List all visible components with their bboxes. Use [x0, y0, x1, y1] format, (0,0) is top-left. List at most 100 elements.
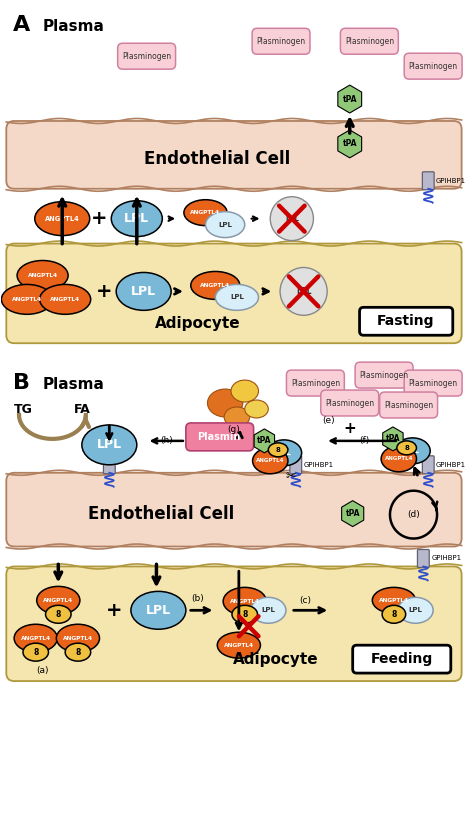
Text: tPA: tPA [257, 437, 272, 446]
Text: LPL: LPL [285, 215, 299, 222]
Text: 8: 8 [242, 610, 247, 619]
Text: LPL: LPL [409, 607, 422, 613]
FancyBboxPatch shape [353, 646, 451, 673]
Text: Fasting: Fasting [377, 315, 435, 328]
Text: ANGPTL4: ANGPTL4 [384, 456, 413, 461]
Text: (b): (b) [191, 593, 204, 603]
Text: LPL: LPL [277, 450, 291, 456]
Polygon shape [254, 429, 274, 453]
Text: (a): (a) [36, 666, 49, 675]
Text: Plasma: Plasma [43, 377, 104, 392]
Ellipse shape [223, 587, 266, 615]
Ellipse shape [82, 425, 137, 465]
Text: A: A [13, 15, 30, 35]
Ellipse shape [40, 285, 91, 315]
FancyBboxPatch shape [404, 53, 462, 79]
Ellipse shape [251, 598, 286, 624]
Text: Endothelial Cell: Endothelial Cell [144, 150, 290, 167]
Ellipse shape [23, 643, 48, 661]
Text: Adipocyte: Adipocyte [155, 316, 240, 331]
Text: Plasminogen: Plasminogen [291, 379, 340, 388]
Text: ANGPTL4: ANGPTL4 [224, 643, 254, 648]
Ellipse shape [65, 643, 91, 661]
Text: 8: 8 [75, 648, 81, 657]
Text: Plasminogen: Plasminogen [359, 371, 409, 380]
Ellipse shape [14, 624, 57, 652]
Text: Plasminogen: Plasminogen [409, 62, 458, 71]
Text: 8: 8 [404, 445, 409, 451]
Text: LPL: LPL [230, 294, 244, 300]
FancyBboxPatch shape [6, 244, 462, 343]
FancyBboxPatch shape [418, 550, 429, 567]
Text: ANGPTL4: ANGPTL4 [230, 599, 260, 604]
Text: ANGPTL4: ANGPTL4 [43, 598, 73, 602]
Ellipse shape [215, 285, 258, 311]
FancyBboxPatch shape [422, 456, 434, 474]
Ellipse shape [184, 200, 227, 226]
FancyBboxPatch shape [380, 392, 438, 418]
Text: ANGPTL4: ANGPTL4 [45, 215, 80, 222]
Polygon shape [383, 427, 403, 451]
Text: tPA: tPA [343, 139, 357, 149]
FancyBboxPatch shape [360, 307, 453, 335]
Ellipse shape [208, 389, 243, 417]
Ellipse shape [266, 440, 301, 466]
Text: LPL: LPL [406, 448, 419, 454]
Text: LPL: LPL [218, 222, 232, 228]
Text: Plasma: Plasma [43, 20, 104, 34]
Text: GPIHBP1: GPIHBP1 [304, 462, 334, 467]
FancyBboxPatch shape [118, 43, 175, 69]
Ellipse shape [206, 211, 245, 237]
Text: ANGPTL4: ANGPTL4 [27, 273, 58, 278]
Text: (g): (g) [228, 425, 240, 434]
Text: ANGPTL4: ANGPTL4 [12, 297, 42, 302]
Ellipse shape [232, 606, 257, 624]
FancyBboxPatch shape [103, 456, 115, 474]
Text: FA: FA [73, 403, 90, 416]
Ellipse shape [191, 272, 240, 299]
Text: +: + [96, 282, 113, 301]
Ellipse shape [231, 380, 258, 402]
Text: (c): (c) [300, 596, 311, 605]
Ellipse shape [381, 446, 417, 472]
FancyBboxPatch shape [286, 370, 344, 396]
Text: ANGPTL4: ANGPTL4 [200, 283, 230, 288]
Text: GPIHBP1: GPIHBP1 [436, 178, 466, 184]
Polygon shape [338, 130, 362, 158]
Ellipse shape [17, 260, 68, 290]
Ellipse shape [217, 633, 260, 659]
Text: LPL: LPL [124, 212, 149, 225]
Ellipse shape [270, 197, 313, 241]
Text: B: B [13, 373, 30, 393]
Text: (f): (f) [359, 437, 370, 446]
Text: ANGPTL4: ANGPTL4 [50, 297, 80, 302]
Text: Plasmin: Plasmin [198, 432, 241, 442]
Text: Plasminogen: Plasminogen [256, 37, 306, 46]
Ellipse shape [280, 267, 327, 315]
Ellipse shape [398, 598, 433, 624]
Text: (h): (h) [160, 437, 173, 446]
Text: 8: 8 [33, 648, 38, 657]
Text: +: + [91, 209, 108, 228]
Ellipse shape [46, 606, 71, 624]
Text: +: + [343, 421, 356, 437]
Ellipse shape [116, 272, 171, 311]
FancyBboxPatch shape [404, 370, 462, 396]
FancyBboxPatch shape [6, 567, 462, 681]
FancyBboxPatch shape [321, 390, 379, 416]
Ellipse shape [397, 441, 417, 454]
FancyBboxPatch shape [6, 121, 462, 189]
Ellipse shape [268, 443, 288, 457]
Text: 8: 8 [276, 447, 281, 453]
Text: ANGPTL4: ANGPTL4 [191, 211, 220, 215]
Ellipse shape [36, 586, 80, 615]
Text: ✂: ✂ [286, 470, 296, 483]
FancyBboxPatch shape [355, 362, 413, 388]
Text: LPL: LPL [296, 287, 311, 296]
Ellipse shape [245, 400, 268, 418]
Text: GPIHBP1: GPIHBP1 [431, 555, 461, 562]
Ellipse shape [1, 285, 53, 315]
FancyBboxPatch shape [290, 456, 301, 474]
Ellipse shape [35, 202, 90, 236]
Text: Plasminogen: Plasminogen [409, 379, 458, 388]
